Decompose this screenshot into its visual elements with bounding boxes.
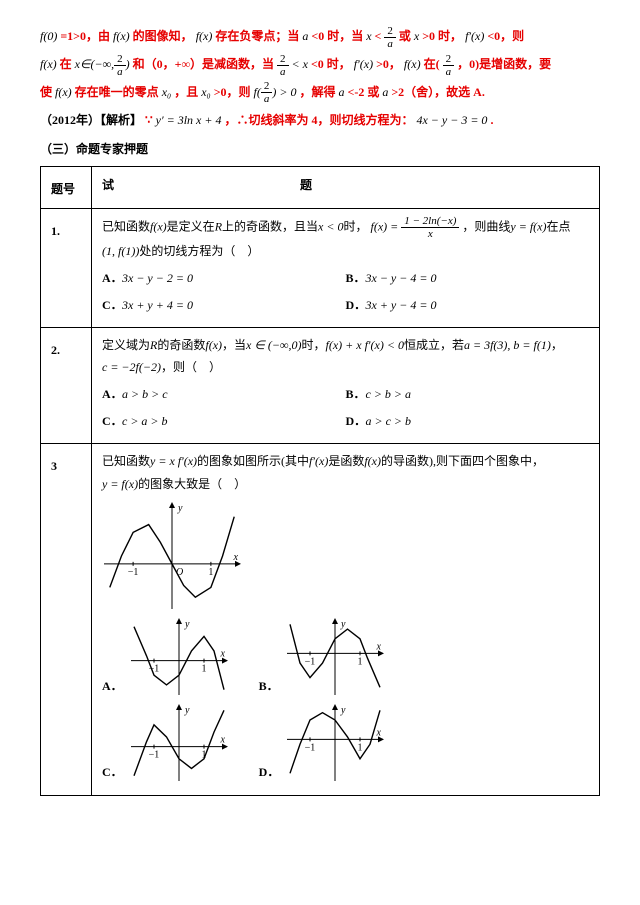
expr: f(0) [40, 29, 57, 43]
txt: <0 时，当 [311, 29, 363, 43]
txt: 使 [40, 85, 52, 99]
txt: 或 [399, 29, 411, 43]
header-body: 试 题 [92, 166, 600, 208]
svg-text:x: x [376, 728, 382, 739]
expr: a [339, 85, 345, 99]
svg-text:−1: −1 [305, 743, 316, 754]
expr: x₀ [201, 85, 211, 99]
expr: a [302, 29, 308, 43]
svg-text:x: x [219, 649, 225, 660]
svg-text:−1: −1 [148, 664, 159, 675]
txt: >0， [376, 57, 401, 71]
svg-text:y: y [340, 619, 346, 630]
q2-optB: c > b > a [366, 387, 412, 401]
svg-text:−1: −1 [148, 750, 159, 761]
expr: f(x) [40, 57, 57, 71]
q2-num: 2. [41, 327, 92, 443]
question-table: 题号 试 题 1. 已知函数f(x)是定义在R上的奇函数，且当x < 0时， f… [40, 166, 600, 797]
frac-2-over-a: 2a [384, 25, 396, 50]
txt: ，0)是增函数，要 [457, 57, 551, 71]
txt: 在 [60, 57, 72, 71]
expr: y′ = 3ln x + 4 [156, 113, 222, 127]
frac-2-over-a: 2a [277, 53, 289, 78]
txt: <0，则 [487, 29, 524, 43]
expr: f(x) [404, 57, 421, 71]
year-tag: （2012年）【解析】 [40, 113, 142, 127]
analysis-text: f(0) =1>0，由 f(x) 的图像知， f(x) 存在负零点；当 a <0… [40, 24, 600, 133]
q3-graph-C: −1 1 y x [129, 703, 229, 783]
cond: f(2a) > 0 [254, 85, 297, 99]
svg-text:x: x [375, 642, 381, 653]
q2-optA: a > b > c [122, 387, 168, 401]
q1-optA: 3x − y − 2 = 0 [122, 271, 193, 285]
svg-text:O: O [176, 567, 183, 578]
svg-text:1: 1 [357, 657, 362, 668]
q1-body: 已知函数f(x)是定义在R上的奇函数，且当x < 0时， f(x) = 1 − … [92, 209, 600, 328]
txt: 存在唯一的零点 [75, 85, 159, 99]
section-title: （三）命题专家押题 [40, 137, 600, 162]
main-graph: −1 1 Oy x [102, 501, 242, 611]
svg-text:1: 1 [201, 750, 206, 761]
q2-optD: a > c > b [366, 414, 412, 428]
txt: 和（0，+∞）是减函数，当 [133, 57, 274, 71]
svg-text:y: y [184, 619, 190, 630]
expr: f′(x) [465, 29, 484, 43]
svg-text:1: 1 [208, 567, 213, 578]
txt: >0，则 [214, 85, 251, 99]
txt: ，解得 [299, 85, 335, 99]
svg-text:x: x [219, 735, 225, 746]
svg-text:x: x [233, 552, 239, 563]
interval: x∈(−∞,2a) [75, 57, 130, 71]
expr: x₀ [162, 85, 172, 99]
q1-optC: 3x + y + 4 = 0 [122, 298, 193, 312]
txt: ∵ [145, 113, 153, 127]
txt: . [490, 113, 493, 127]
expr: f(x) [196, 29, 213, 43]
q3-body: 已知函数y = x f′(x)的图象如图所示(其中f′(x)是函数f(x)的导函… [92, 443, 600, 796]
txt: >0 时， [422, 29, 462, 43]
txt: ，∴切线斜率为 4，则切线方程为： [224, 113, 413, 127]
txt: ，且 [174, 85, 198, 99]
svg-text:−1: −1 [128, 567, 139, 578]
txt: =1>0，由 [60, 29, 110, 43]
expr: x [366, 29, 371, 43]
txt: 在( [424, 57, 440, 71]
svg-text:y: y [184, 705, 190, 716]
txt: <0 时， [311, 57, 351, 71]
txt: <-2 或 [348, 85, 380, 99]
expr: f(x) [113, 29, 130, 43]
svg-text:1: 1 [358, 743, 363, 754]
q2-body: 定义域为R的奇函数f(x)，当x ∈ (−∞,0)时，f(x) + x f′(x… [92, 327, 600, 443]
expr: f(x) [55, 85, 72, 99]
expr: a [382, 85, 388, 99]
q1-optB: 3x − y − 4 = 0 [366, 271, 437, 285]
txt: 存在负零点；当 [215, 29, 299, 43]
expr: x [414, 29, 419, 43]
q1-num: 1. [41, 209, 92, 328]
expr: 4x − y − 3 = 0 [416, 113, 487, 127]
expr: < x [292, 57, 308, 71]
svg-text:−1: −1 [304, 657, 315, 668]
q3-graph-B: −1 1 y x [285, 617, 385, 697]
q3-num: 3 [41, 443, 92, 796]
txt: < [375, 29, 382, 43]
q2-optC: c > a > b [122, 414, 168, 428]
svg-text:1: 1 [201, 664, 206, 675]
txt: >2（舍），故选 A. [391, 85, 485, 99]
header-num: 题号 [41, 166, 92, 208]
q3-graph-A: −1 1 y x [129, 617, 229, 697]
q1-optD: 3x + y − 4 = 0 [366, 298, 437, 312]
svg-text:y: y [340, 705, 346, 716]
q3-graph-D: −1 1 y x [285, 703, 385, 783]
txt: 的图像知， [133, 29, 193, 43]
expr: f′(x) [354, 57, 373, 71]
svg-text:y: y [177, 503, 183, 514]
frac-2-over-a: 2a [443, 53, 455, 78]
